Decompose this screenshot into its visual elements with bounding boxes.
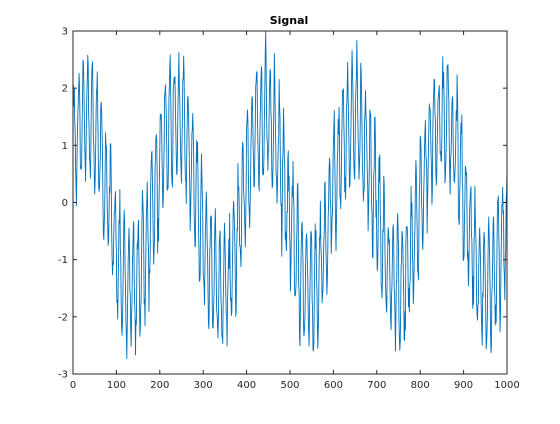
y-tick-label: 0 [62,198,68,209]
y-tick-label: 2 [62,84,68,95]
x-tick-label: 200 [150,380,169,391]
y-tick-label: -2 [58,312,68,323]
signal-series-line [73,31,507,360]
x-tick-label: 600 [324,380,343,391]
y-tick-label: -1 [58,255,68,266]
x-tick-label: 300 [194,380,213,391]
y-tick-label: 1 [62,141,68,152]
axes-group [72,30,508,375]
plot-line-group [73,31,507,360]
plot-area-frame [72,30,508,375]
x-tick-label: 0 [70,380,76,391]
x-tick-label: 700 [367,380,386,391]
x-tick-label: 500 [280,380,299,391]
x-tick-label: 900 [454,380,473,391]
x-tick-label: 400 [237,380,256,391]
chart-title: Signal [270,14,309,27]
y-axis: -3 -2 -1 0 1 2 3 [58,27,507,381]
y-tick-label: -3 [58,370,68,381]
y-tick-label: 3 [62,27,68,38]
x-tick-label: 1000 [494,380,519,391]
x-tick-label: 800 [411,380,430,391]
x-tick-label: 100 [107,380,126,391]
x-axis: 0 100 200 300 400 500 600 700 800 900 1000 [70,31,520,391]
